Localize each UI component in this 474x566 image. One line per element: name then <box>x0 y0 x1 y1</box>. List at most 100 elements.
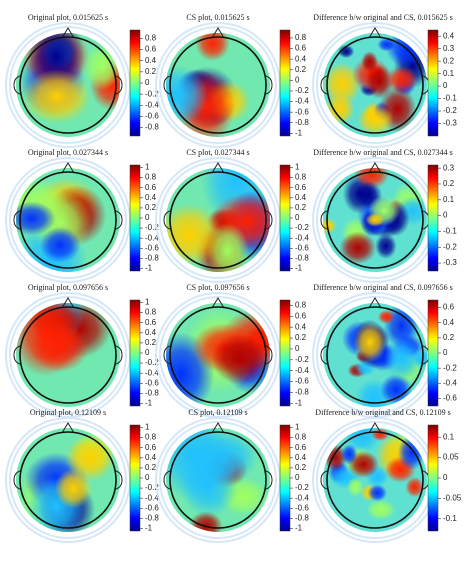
colorbar-tick-label: -0.4 <box>295 233 309 242</box>
map-blob <box>405 476 425 498</box>
colorbar-tick-label: -0.6 <box>295 107 309 116</box>
colorbar-tick-label: 0.2 <box>443 56 455 65</box>
ear <box>320 470 328 490</box>
colorbar-tick-label: 1 <box>295 163 300 172</box>
ear <box>13 470 21 490</box>
outer-ring <box>159 26 277 144</box>
map-blob <box>367 484 388 502</box>
colorbar-tick-label: -0.4 <box>145 233 159 242</box>
colorbar-tick-label: 0.3 <box>443 44 455 53</box>
nose <box>211 422 225 434</box>
ear <box>13 345 21 365</box>
colorbar-tick-label: 0.2 <box>443 179 455 188</box>
colorbar-tick-label: 0 <box>145 78 150 87</box>
colorbar-tick-label: -0.2 <box>443 242 457 251</box>
colorbar-tick-label: -1 <box>145 399 153 408</box>
panel-title: Original plot, 0.015625 s <box>28 13 108 22</box>
topo-map <box>166 303 270 407</box>
colorbar-tick-label: -0.8 <box>295 513 309 522</box>
panel-title: Difference b/w original and CS, 0.097656… <box>313 283 452 292</box>
map-blob <box>344 428 381 454</box>
outer-ring <box>9 296 127 414</box>
colorbar <box>279 164 291 272</box>
colorbar-tick-label: 0.2 <box>145 338 157 347</box>
head <box>326 171 424 269</box>
map-blob <box>346 476 364 497</box>
colorbar-tick-label: 0.2 <box>295 203 307 212</box>
topo-map <box>16 168 120 272</box>
map-blob <box>339 231 377 265</box>
colorbar-tick-label: -1 <box>295 264 303 273</box>
head <box>326 431 424 529</box>
colorbar-tick-label: 0.6 <box>295 44 307 53</box>
map-blob <box>16 303 80 377</box>
outer-ring <box>159 296 277 414</box>
colorbar-tick-label: -0.1 <box>443 514 457 523</box>
colorbar-tick-label: 0 <box>295 75 300 84</box>
colorbar-tick-label: 0.2 <box>295 333 307 342</box>
nose <box>368 27 382 39</box>
ear <box>115 75 123 95</box>
map-blob <box>385 66 418 94</box>
colorbar <box>427 424 439 532</box>
map-blob <box>353 322 387 363</box>
panel-title: Original plot, 0.12109 s <box>30 408 106 417</box>
ear <box>163 210 171 230</box>
ear <box>163 345 171 365</box>
colorbar-tick-label: 0.2 <box>145 463 157 472</box>
colorbar-tick-label: -0.8 <box>295 253 309 262</box>
colorbar-tick-label: 0 <box>443 473 448 482</box>
colorbar <box>427 164 439 272</box>
colorbar-tick-label: -0.8 <box>145 513 159 522</box>
colorbar-tick-label: 0 <box>295 213 300 222</box>
nose <box>61 27 75 39</box>
colorbar <box>129 164 141 272</box>
colorbar-tick-label: 0.8 <box>145 173 157 182</box>
colorbar-tick-label: 0.05 <box>443 453 459 462</box>
colorbar-tick-label: 0 <box>295 344 300 353</box>
ear <box>163 470 171 490</box>
colorbar-tick-label: 0.6 <box>145 318 157 327</box>
colorbar-tick-label: -0.2 <box>443 106 457 115</box>
colorbar-tick-label: -0.4 <box>295 493 309 502</box>
colorbar-tick-label: 1 <box>295 423 300 432</box>
topo-map <box>323 303 427 407</box>
colorbar-tick-label: -1 <box>145 264 153 273</box>
ear <box>115 210 123 230</box>
colorbar-tick-label: -1 <box>145 524 153 533</box>
nose <box>368 422 382 434</box>
colorbar-tick-label: 0.1 <box>443 432 455 441</box>
colorbar-tick-label: -0.1 <box>443 227 457 236</box>
map-blob <box>366 499 396 521</box>
colorbar-tick-label: 0.2 <box>443 333 455 342</box>
panel-title: CS plot, 0.097656 s <box>186 283 249 292</box>
topo-map <box>166 33 270 137</box>
colorbar-tick-label: -0.2 <box>145 358 159 367</box>
colorbar-tick-label: 0 <box>295 473 300 482</box>
ear <box>13 210 21 230</box>
colorbar-tick-label: 0 <box>145 473 150 482</box>
head <box>169 306 267 404</box>
colorbar-tick-label: -0.8 <box>145 253 159 262</box>
colorbar-tick-label: 0.4 <box>295 322 307 331</box>
colorbar-tick-label: -0.4 <box>145 100 159 109</box>
ear <box>320 210 328 230</box>
ear <box>265 210 273 230</box>
colorbar-tick-label: 0.8 <box>295 33 307 42</box>
head <box>19 306 117 404</box>
colorbar-tick-label: -0.4 <box>295 97 309 106</box>
colorbar-tick-label: -0.6 <box>443 394 457 403</box>
panel-title: Difference b/w original and CS, 0.12109 … <box>315 408 450 417</box>
colorbar-tick-label: 0.8 <box>145 433 157 442</box>
colorbar-tick-label: -0.6 <box>145 243 159 252</box>
panel-title: CS plot, 0.12109 s <box>188 408 247 417</box>
colorbar-tick-label: -0.3 <box>443 119 457 128</box>
outer-ring <box>9 421 127 539</box>
panel-title: CS plot, 0.027344 s <box>186 148 249 157</box>
colorbar-tick-label: 0.8 <box>295 433 307 442</box>
colorbar-tick-label: 0.4 <box>145 328 157 337</box>
colorbar-tick-label: 1 <box>145 163 150 172</box>
colorbar-tick-label: 0.8 <box>295 301 307 310</box>
colorbar-tick-label: -0.2 <box>295 86 309 95</box>
